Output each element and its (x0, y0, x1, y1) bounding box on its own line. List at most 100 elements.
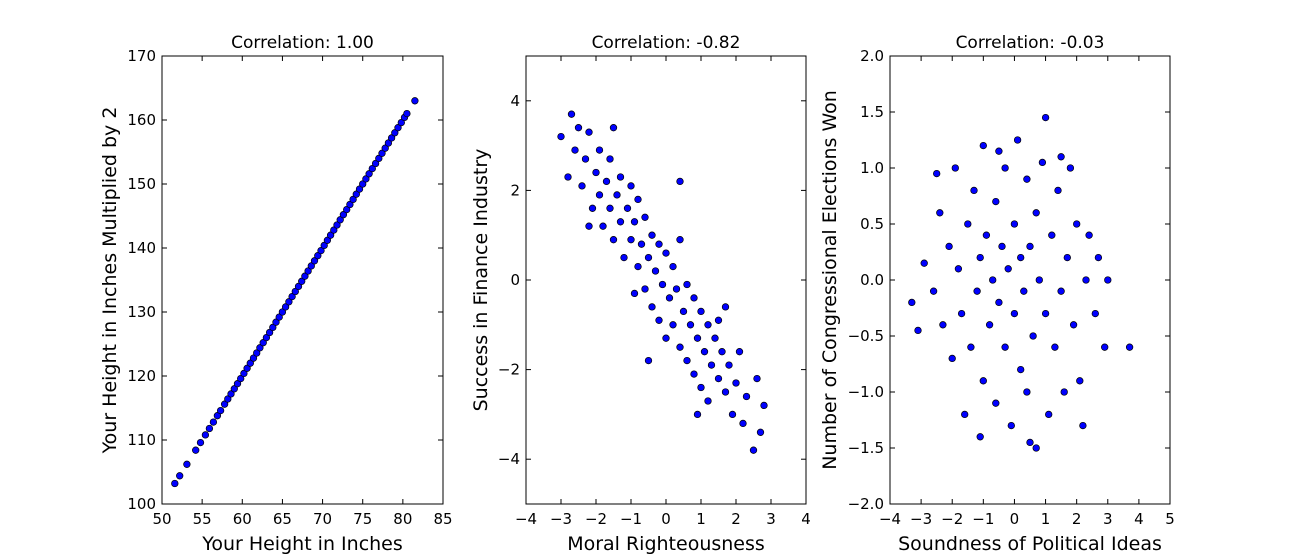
data-point (945, 242, 953, 251)
data-point (1091, 309, 1099, 318)
data-point (349, 195, 357, 204)
data-point (384, 139, 393, 147)
data-point (1048, 231, 1056, 239)
data-point (220, 400, 229, 408)
data-point (1057, 287, 1065, 295)
data-point (378, 149, 386, 157)
data-point (339, 211, 348, 219)
y-tick-label: −0.5 (848, 327, 884, 345)
data-point (275, 313, 283, 321)
data-point (679, 307, 688, 316)
chart-title: Correlation: -0.03 (956, 33, 1105, 53)
data-point (951, 164, 959, 172)
data-point (336, 216, 344, 224)
y-tick-label: 2.0 (860, 47, 884, 65)
x-tick-label: −2 (941, 510, 963, 528)
data-point (641, 285, 649, 293)
x-axis-label: Your Height in Inches (201, 533, 403, 555)
data-point (714, 316, 723, 324)
data-point (914, 326, 922, 335)
data-point (690, 294, 698, 302)
data-point (557, 132, 565, 141)
data-point (995, 298, 1003, 307)
y-tick-label: 160 (127, 111, 156, 129)
data-point (929, 287, 938, 295)
data-point (304, 267, 312, 275)
y-tick-label: 120 (127, 367, 156, 385)
data-point (985, 321, 994, 329)
data-point (627, 182, 635, 190)
data-point (976, 253, 984, 262)
x-tick-label: −1 (972, 510, 994, 528)
data-point (1023, 175, 1031, 183)
data-point (711, 334, 719, 342)
x-tick-label: −2 (585, 510, 607, 528)
data-point (676, 177, 684, 186)
x-tick-label: 50 (152, 510, 171, 528)
x-tick-label: 75 (353, 510, 372, 528)
data-point (613, 191, 621, 199)
data-point (253, 349, 261, 357)
x-tick-label: 1 (696, 510, 706, 528)
data-point (908, 298, 916, 307)
data-point (249, 354, 258, 362)
data-point (346, 200, 354, 209)
y-axis-label: Success in Finance Industry (470, 149, 492, 412)
y-tick-label: 140 (127, 239, 156, 257)
data-point (1054, 186, 1062, 195)
data-point (1063, 253, 1071, 262)
data-point (979, 377, 987, 385)
data-point (333, 221, 341, 229)
data-point (697, 307, 705, 316)
y-tick-label: −4 (498, 450, 520, 468)
data-point (585, 222, 593, 230)
data-point (672, 285, 681, 293)
data-point (1125, 343, 1134, 351)
data-point (648, 303, 656, 311)
data-point (1038, 158, 1047, 167)
scatter-panel-elections: −4 −3 −2 −1 0 1 2 3 4 5 −2.0 −1.5 −1.0 −0.5 0.0 0.5 1.0 1… (819, 33, 1175, 555)
y-tick-label: 150 (127, 175, 156, 193)
data-point (411, 97, 419, 105)
data-point (634, 262, 642, 271)
x-tick-label: 4 (1134, 510, 1144, 528)
data-point (599, 222, 607, 230)
y-tick-label: 2 (510, 181, 520, 199)
data-point (176, 472, 184, 480)
data-point (1010, 220, 1019, 228)
data-point (171, 479, 179, 488)
y-tick-label: 100 (127, 495, 156, 513)
x-tick-label: −3 (910, 510, 932, 528)
data-point (224, 395, 232, 403)
data-point (567, 110, 576, 118)
data-point (982, 231, 991, 239)
data-point (644, 356, 653, 365)
data-point (609, 124, 618, 132)
data-point (183, 460, 191, 468)
data-point (265, 328, 274, 337)
data-point (1026, 242, 1034, 251)
data-point (196, 438, 205, 447)
data-point (365, 170, 373, 178)
x-tick-label: 0 (661, 510, 671, 528)
data-point (256, 344, 264, 352)
data-point (326, 231, 335, 239)
data-point (995, 147, 1003, 155)
data-point (1066, 164, 1075, 172)
data-point (693, 410, 702, 419)
data-point (725, 361, 733, 369)
scatter-panel-height: 50 55 60 65 70 75 80 85 100 110 120 130 140 150 160 170… (99, 33, 453, 555)
data-point (233, 380, 242, 388)
data-point (964, 220, 972, 228)
data-point (627, 236, 635, 244)
data-point (359, 180, 367, 188)
axis-ticks: −4 −3 −2 −1 0 1 2 3 4 5 −2.0 −1.5 −1.0 −0.5 0.0 0.5 1.0 1… (848, 47, 1175, 528)
data-point (216, 406, 225, 415)
data-point (1020, 287, 1028, 295)
data-point (288, 292, 296, 301)
y-tick-label: 0.5 (860, 215, 884, 233)
data-point (939, 321, 947, 329)
data-point (662, 334, 670, 342)
x-tick-label: −4 (515, 510, 537, 528)
